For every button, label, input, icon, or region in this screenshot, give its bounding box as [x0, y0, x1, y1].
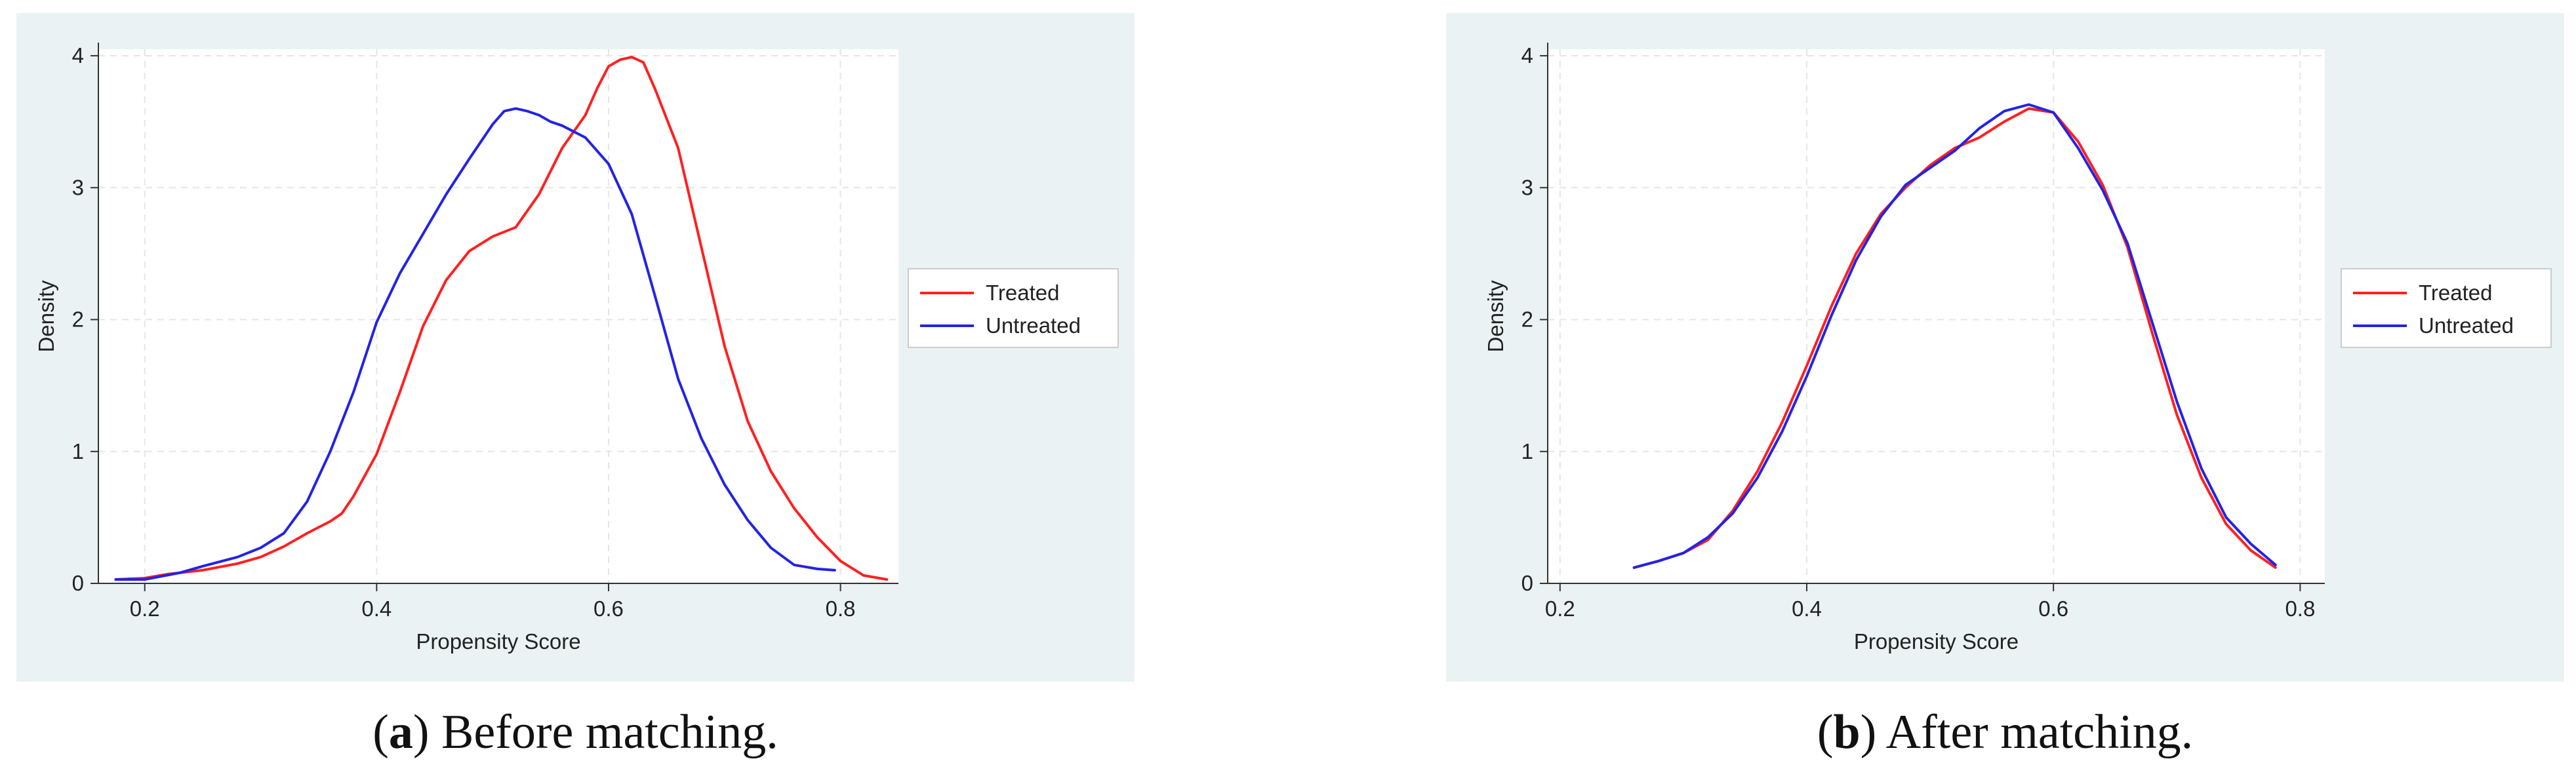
x-tick-label: 0.2 — [1545, 596, 1575, 621]
caption-open: ( — [1817, 705, 1834, 759]
y-axis-title: Density — [1483, 280, 1508, 353]
x-axis-title: Propensity Score — [416, 629, 580, 654]
caption-label: a — [388, 705, 413, 759]
x-axis-title: Propensity Score — [1854, 629, 2019, 654]
legend-label-treated: Treated — [986, 281, 1060, 305]
y-tick-label: 2 — [72, 307, 84, 332]
legend-box — [908, 268, 1119, 348]
series-line-treated — [114, 56, 889, 581]
caption-before-matching: (a) Before matching. — [16, 705, 1135, 760]
x-tick-label: 0.8 — [2285, 596, 2315, 621]
y-tick-label: 2 — [1521, 307, 1533, 332]
y-tick-label: 0 — [1521, 571, 1533, 595]
caption-open: ( — [372, 705, 389, 759]
y-tick-label: 3 — [1521, 175, 1533, 199]
x-tick-label: 0.6 — [2038, 596, 2068, 621]
x-tick-label: 0.8 — [826, 596, 856, 621]
x-tick-label: 0.4 — [1792, 596, 1822, 621]
density-chart-after: 0 1 2 3 4 0.2 0.4 0.6 0.8 Propensity Score Density… — [1483, 43, 2552, 654]
y-tick-label: 1 — [1521, 439, 1533, 463]
legend-label-treated: Treated — [2419, 281, 2493, 305]
y-tick-label: 4 — [1521, 43, 1533, 68]
series-line-untreated — [1632, 103, 2277, 569]
y-tick-label: 4 — [72, 43, 84, 68]
y-tick-label: 1 — [72, 439, 84, 463]
y-tick-label: 0 — [72, 571, 84, 595]
y-axis-title: Density — [34, 280, 58, 353]
series-line-treated — [1632, 107, 2277, 569]
y-tick-label: 3 — [72, 175, 84, 199]
plot-area — [1548, 49, 2325, 583]
panel-after-matching: 0 1 2 3 4 0.2 0.4 0.6 0.8 Propensity Score Density… — [1446, 13, 2564, 682]
series-line-untreated — [114, 107, 836, 581]
legend-label-untreated: Untreated — [2419, 313, 2514, 338]
x-tick-label: 0.6 — [594, 596, 624, 621]
caption-text: ) Before matching. — [413, 705, 778, 759]
caption-label: b — [1833, 705, 1861, 759]
x-tick-label: 0.2 — [130, 596, 160, 621]
x-tick-label: 0.4 — [361, 596, 392, 621]
legend-box — [2341, 268, 2552, 348]
panel-before-matching: 0 1 2 3 4 0.2 0.4 0.6 0.8 Propensity Score Density… — [16, 13, 1135, 682]
caption-after-matching: (b) After matching. — [1446, 705, 2564, 760]
legend-label-untreated: Untreated — [986, 313, 1081, 338]
caption-text: ) After matching. — [1860, 705, 2194, 759]
density-chart-before: 0 1 2 3 4 0.2 0.4 0.6 0.8 Propensity Score Density… — [34, 43, 1119, 654]
plot-area — [98, 49, 898, 583]
